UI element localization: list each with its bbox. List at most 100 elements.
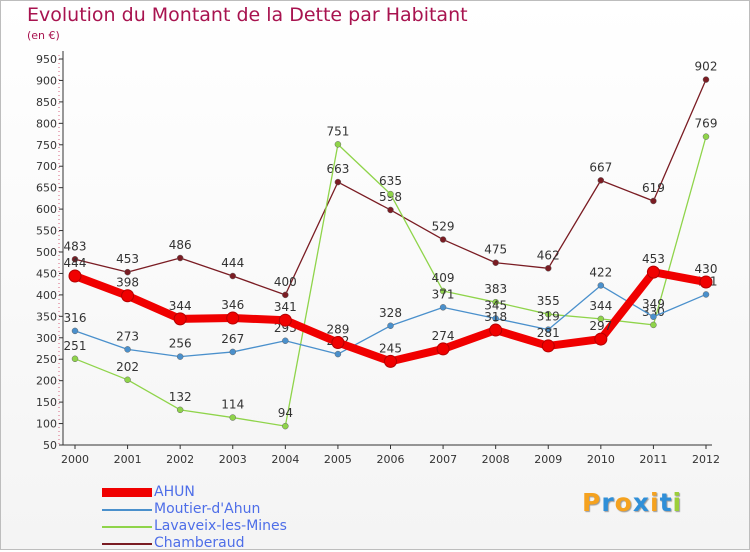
- data-point-ahun: [278, 313, 292, 327]
- data-label-lavaveix-les-mines: 330: [642, 305, 665, 319]
- legend: AHUN Moutier-d'Ahun Lavaveix-les-Mines C…: [102, 484, 362, 552]
- data-label-lavaveix-les-mines: 251: [64, 339, 87, 353]
- data-point-lavaveix-les-mines: [387, 190, 394, 198]
- data-label-moutier-d-ahun: 273: [116, 329, 139, 343]
- data-label-chamberaud: 483: [64, 239, 87, 253]
- legend-label-lavaveix-les-mines: Lavaveix-les-Mines: [154, 518, 287, 534]
- data-point-moutier-d-ahun: [387, 322, 394, 330]
- data-point-ahun: [646, 265, 660, 279]
- data-label-moutier-d-ahun: 345: [484, 298, 507, 312]
- data-point-chamberaud: [702, 76, 710, 83]
- data-label-ahun: 346: [221, 298, 244, 312]
- data-label-moutier-d-ahun: 422: [589, 265, 612, 279]
- x-tick-label: 2000: [61, 453, 89, 466]
- data-label-chamberaud: 462: [537, 248, 560, 262]
- x-tick-label: 2012: [692, 453, 720, 466]
- data-label-chamberaud: 619: [642, 181, 665, 195]
- data-label-ahun: 453: [642, 252, 665, 266]
- legend-label-ahun: AHUN: [154, 484, 195, 500]
- data-label-moutier-d-ahun: 328: [379, 306, 402, 320]
- data-label-chamberaud: 663: [326, 162, 349, 176]
- x-tick-label: 2011: [639, 453, 667, 466]
- y-tick-label: 200: [36, 375, 57, 388]
- chart-title: Evolution du Montant de la Dette par Hab…: [27, 4, 468, 26]
- data-label-ahun: 444: [64, 256, 87, 270]
- data-point-ahun: [121, 289, 135, 303]
- data-point-ahun: [226, 311, 240, 325]
- data-label-moutier-d-ahun: 267: [221, 332, 244, 346]
- data-point-moutier-d-ahun: [702, 291, 710, 298]
- y-tick-label: 50: [43, 439, 57, 452]
- legend-item-chamberaud: Chamberaud: [102, 535, 362, 552]
- data-label-lavaveix-les-mines: 383: [484, 282, 507, 296]
- data-label-lavaveix-les-mines: 355: [537, 294, 560, 308]
- data-point-moutier-d-ahun: [545, 326, 552, 333]
- y-tick-label: 400: [36, 289, 57, 302]
- data-label-chamberaud: 902: [695, 60, 718, 74]
- data-point-moutier-d-ahun: [334, 350, 342, 358]
- y-tick-label: 150: [36, 396, 57, 409]
- data-label-ahun: 341: [274, 300, 297, 314]
- logo-letter: P: [582, 488, 602, 517]
- data-point-chamberaud: [387, 206, 394, 214]
- x-tick-label: 2004: [271, 453, 299, 466]
- legend-swatch-moutier-dahun: [102, 509, 152, 511]
- data-label-moutier-d-ahun: 349: [642, 297, 665, 311]
- data-label-moutier-d-ahun: 316: [64, 311, 87, 325]
- logo-letter: t: [659, 488, 673, 517]
- data-point-ahun: [489, 323, 503, 337]
- data-label-ahun: 430: [695, 262, 718, 276]
- y-tick-label: 300: [36, 332, 57, 345]
- data-label-ahun: 318: [484, 310, 507, 324]
- data-point-moutier-d-ahun: [176, 353, 184, 360]
- data-point-moutier-d-ahun: [229, 348, 236, 356]
- data-point-ahun: [331, 335, 345, 349]
- data-label-moutier-d-ahun: 256: [169, 337, 192, 351]
- data-point-chamberaud: [334, 178, 342, 186]
- data-label-lavaveix-les-mines: 409: [432, 271, 455, 285]
- data-point-moutier-d-ahun: [597, 282, 605, 289]
- y-tick-label: 550: [36, 225, 57, 238]
- data-point-ahun: [173, 312, 187, 326]
- x-tick-label: 2002: [166, 453, 194, 466]
- y-tick-label: 100: [36, 418, 57, 431]
- legend-label-chamberaud: Chamberaud: [154, 535, 245, 551]
- logo-letter: o: [614, 488, 633, 517]
- data-label-lavaveix-les-mines: 202: [116, 360, 139, 374]
- data-label-ahun: 398: [116, 276, 139, 290]
- y-tick-label: 350: [36, 310, 57, 323]
- data-point-ahun: [699, 275, 713, 289]
- data-point-ahun: [594, 332, 608, 346]
- proxiti-logo: Proxiti: [582, 488, 682, 517]
- data-point-chamberaud: [282, 291, 289, 299]
- data-point-lavaveix-les-mines: [492, 298, 499, 306]
- data-label-lavaveix-les-mines: 344: [589, 299, 612, 313]
- data-point-lavaveix-les-mines: [124, 376, 131, 384]
- data-label-chamberaud: 444: [221, 256, 244, 270]
- y-tick-label: 750: [36, 139, 57, 152]
- data-point-chamberaud: [71, 256, 79, 263]
- data-point-moutier-d-ahun: [71, 327, 79, 335]
- data-point-moutier-d-ahun: [124, 346, 131, 353]
- data-label-chamberaud: 475: [484, 243, 507, 257]
- data-point-chamberaud: [545, 265, 552, 272]
- data-point-ahun: [384, 354, 397, 368]
- data-point-ahun: [541, 339, 555, 353]
- data-point-lavaveix-les-mines: [702, 133, 710, 140]
- data-point-chamberaud: [229, 272, 236, 280]
- data-label-chamberaud: 529: [432, 220, 455, 234]
- legend-swatch-chamberaud: [102, 543, 152, 545]
- data-point-ahun: [436, 342, 450, 356]
- data-label-chamberaud: 400: [274, 275, 297, 289]
- data-label-lavaveix-les-mines: 769: [695, 117, 718, 131]
- logo-letter: i: [672, 488, 683, 517]
- data-point-lavaveix-les-mines: [597, 315, 605, 323]
- x-tick-label: 2010: [587, 453, 615, 466]
- data-label-chamberaud: 667: [589, 160, 612, 174]
- data-point-lavaveix-les-mines: [229, 414, 236, 421]
- data-point-lavaveix-les-mines: [334, 141, 342, 148]
- data-label-ahun: 274: [432, 329, 455, 343]
- data-label-lavaveix-les-mines: 635: [379, 174, 402, 188]
- data-label-lavaveix-les-mines: 114: [221, 398, 244, 412]
